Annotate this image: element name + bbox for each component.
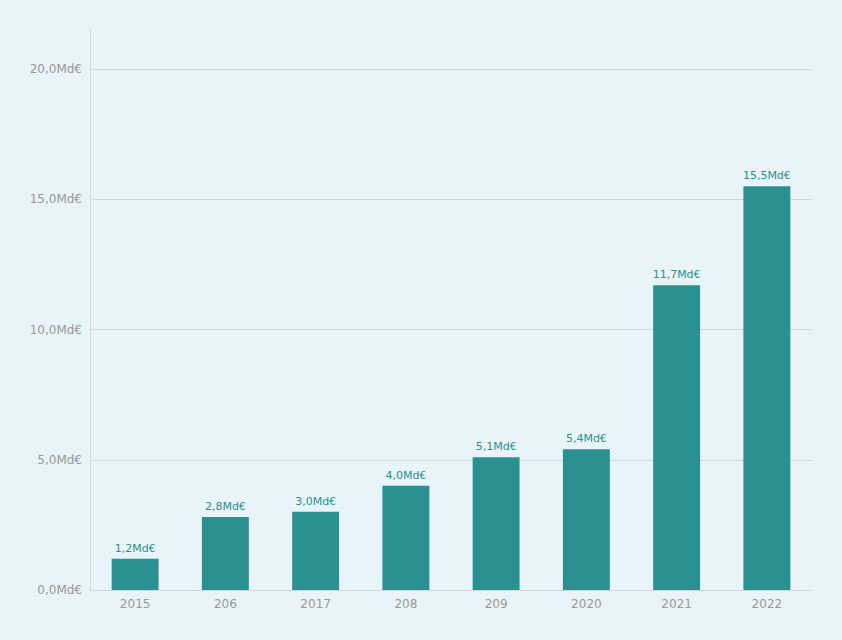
svg-text:20,0Md€: 20,0Md€: [30, 62, 82, 76]
svg-text:1,2Md€: 1,2Md€: [115, 542, 156, 555]
svg-text:20⁢6: 20⁢6: [214, 597, 237, 611]
svg-text:2,8Md€: 2,8Md€: [205, 500, 246, 513]
svg-text:2021: 2021: [661, 597, 692, 611]
svg-text:2022: 2022: [752, 597, 783, 611]
svg-text:15,5Md€: 15,5Md€: [743, 169, 791, 182]
svg-text:4,0Md€: 4,0Md€: [385, 469, 426, 482]
svg-text:5,1Md€: 5,1Md€: [476, 440, 517, 453]
svg-text:2020: 2020: [571, 597, 602, 611]
svg-text:10,0Md€: 10,0Md€: [30, 323, 82, 337]
svg-text:5,0Md€: 5,0Md€: [37, 453, 82, 467]
svg-text:3,0Md€: 3,0Md€: [295, 495, 336, 508]
svg-text:15,0Md€: 15,0Md€: [30, 192, 82, 206]
svg-text:0,0Md€: 0,0Md€: [37, 583, 82, 597]
svg-text:11,7Md€: 11,7Md€: [653, 268, 701, 281]
svg-text:20⁢8: 20⁢8: [394, 597, 417, 611]
svg-text:2015: 2015: [120, 597, 151, 611]
svg-text:20⁢9: 20⁢9: [485, 597, 508, 611]
svg-text:5,4Md€: 5,4Md€: [566, 432, 607, 445]
svg-text:2017: 2017: [300, 597, 331, 611]
